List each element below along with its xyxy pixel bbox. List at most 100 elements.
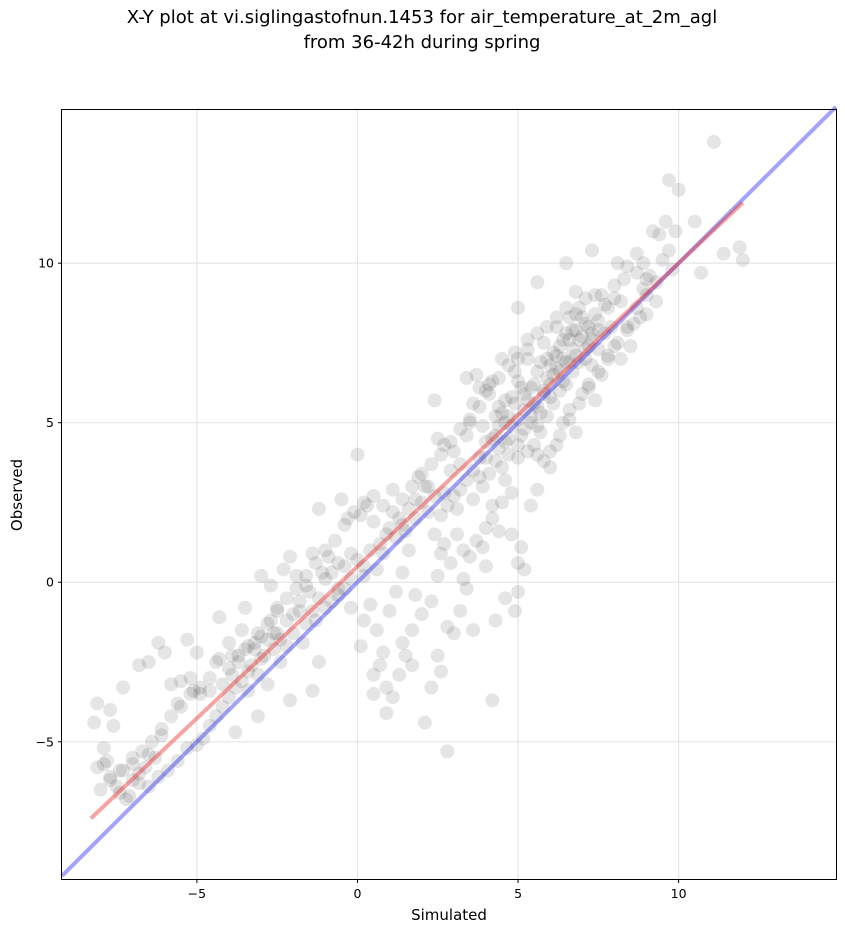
- data-point: [250, 667, 265, 682]
- data-point: [453, 422, 468, 437]
- data-point: [655, 252, 670, 267]
- data-point: [376, 645, 391, 660]
- data-point: [450, 501, 465, 516]
- data-point: [196, 731, 211, 746]
- data-point: [559, 256, 574, 271]
- data-point: [507, 603, 522, 618]
- data-point: [668, 224, 683, 239]
- data-point: [260, 632, 275, 647]
- data-point: [543, 377, 558, 392]
- data-point: [363, 597, 378, 612]
- data-point: [356, 495, 371, 510]
- data-point: [568, 307, 583, 322]
- data-point: [732, 240, 747, 255]
- data-point: [241, 683, 256, 698]
- data-point: [222, 635, 237, 650]
- data-point: [549, 348, 564, 363]
- data-point: [501, 431, 516, 446]
- data-point: [568, 284, 583, 299]
- data-point: [372, 658, 387, 673]
- data-point: [215, 699, 230, 714]
- data-point: [453, 482, 468, 497]
- data-point: [507, 345, 522, 360]
- data-point: [238, 600, 253, 615]
- data-point: [270, 603, 285, 618]
- data-point: [488, 453, 503, 468]
- data-point: [572, 355, 587, 370]
- data-point: [523, 380, 538, 395]
- data-point: [295, 635, 310, 650]
- data-point: [112, 785, 127, 800]
- data-point: [543, 390, 558, 405]
- data-point: [154, 728, 169, 743]
- data-point: [231, 655, 246, 670]
- data-point: [549, 319, 564, 334]
- data-point: [103, 773, 118, 788]
- data-point: [572, 396, 587, 411]
- data-point: [568, 348, 583, 363]
- y-axis-label: Observed: [8, 459, 26, 531]
- data-point: [469, 533, 484, 548]
- y-tick-label: 10: [38, 256, 54, 271]
- data-point: [629, 300, 644, 315]
- data-point: [276, 562, 291, 577]
- data-point: [273, 632, 288, 647]
- data-point: [578, 291, 593, 306]
- data-point: [289, 581, 304, 596]
- data-point: [475, 479, 490, 494]
- data-point: [633, 310, 648, 325]
- data-point: [620, 319, 635, 334]
- data-point: [584, 358, 599, 373]
- data-point: [514, 428, 529, 443]
- data-point: [588, 307, 603, 322]
- data-point: [514, 540, 529, 555]
- data-point: [433, 508, 448, 523]
- data-point: [273, 655, 288, 670]
- data-point: [475, 540, 490, 555]
- data-point: [446, 626, 461, 641]
- data-point: [735, 252, 750, 267]
- data-point: [433, 546, 448, 561]
- data-point: [344, 600, 359, 615]
- data-point: [511, 584, 526, 599]
- data-point: [356, 568, 371, 583]
- data-point: [363, 543, 378, 558]
- regression-line: [89, 201, 745, 820]
- data-point: [366, 514, 381, 529]
- data-point: [430, 568, 445, 583]
- data-point: [318, 572, 333, 587]
- data-point: [639, 307, 654, 322]
- data-point: [401, 501, 416, 516]
- data-point: [87, 715, 102, 730]
- data-point: [443, 463, 458, 478]
- data-point: [250, 709, 265, 724]
- data-point: [417, 479, 432, 494]
- data-point: [491, 399, 506, 414]
- data-point: [132, 776, 147, 791]
- data-point: [266, 626, 281, 641]
- data-point: [450, 527, 465, 542]
- data-point: [613, 351, 628, 366]
- data-point: [649, 275, 664, 290]
- data-point: [645, 224, 660, 239]
- data-points: [87, 134, 750, 807]
- data-point: [405, 623, 420, 638]
- y-tick-label: 0: [46, 575, 54, 590]
- data-point: [485, 693, 500, 708]
- data-point: [517, 422, 532, 437]
- data-point: [472, 450, 487, 465]
- data-point: [584, 326, 599, 341]
- data-point: [527, 396, 542, 411]
- data-point: [96, 741, 111, 756]
- data-point: [588, 288, 603, 303]
- data-point: [437, 438, 452, 453]
- chart-subtitle: from 36-42h during spring: [304, 32, 541, 53]
- data-point: [613, 294, 628, 309]
- data-point: [231, 648, 246, 663]
- data-point: [366, 667, 381, 682]
- data-point: [202, 718, 217, 733]
- data-point: [478, 559, 493, 574]
- data-point: [385, 505, 400, 520]
- data-point: [427, 489, 442, 504]
- data-point: [376, 498, 391, 513]
